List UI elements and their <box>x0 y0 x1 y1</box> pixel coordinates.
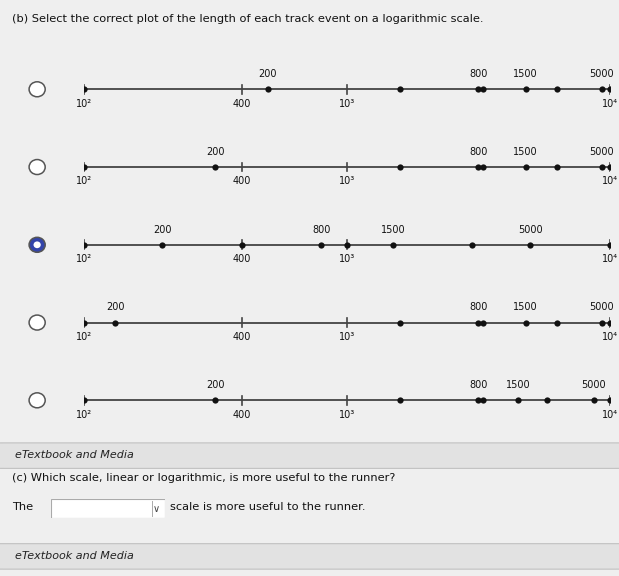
Text: 5000: 5000 <box>518 225 543 234</box>
Text: 400: 400 <box>233 410 251 420</box>
Text: 400: 400 <box>233 176 251 187</box>
Text: 10²: 10² <box>76 410 92 420</box>
Text: 200: 200 <box>206 147 224 157</box>
Text: 5000: 5000 <box>582 380 606 390</box>
Text: 10²: 10² <box>76 176 92 187</box>
Text: 10²: 10² <box>76 254 92 264</box>
Text: (c) Which scale, linear or logarithmic, is more useful to the runner?: (c) Which scale, linear or logarithmic, … <box>12 473 396 483</box>
FancyBboxPatch shape <box>0 443 619 468</box>
Text: 400: 400 <box>233 254 251 264</box>
Text: 1500: 1500 <box>513 69 538 79</box>
Text: eTextbook and Media: eTextbook and Media <box>15 551 134 561</box>
Text: 10²: 10² <box>76 98 92 109</box>
Text: 10⁴: 10⁴ <box>602 98 618 109</box>
Text: 800: 800 <box>469 147 487 157</box>
Text: 1500: 1500 <box>506 380 530 390</box>
Text: 400: 400 <box>233 98 251 109</box>
Text: 10³: 10³ <box>339 332 355 342</box>
Text: 5000: 5000 <box>589 302 614 312</box>
Text: 5000: 5000 <box>589 147 614 157</box>
Text: 10⁴: 10⁴ <box>602 410 618 420</box>
Text: (b) Select the correct plot of the length of each track event on a logarithmic s: (b) Select the correct plot of the lengt… <box>12 14 484 24</box>
Text: 800: 800 <box>469 69 487 79</box>
Text: 800: 800 <box>469 302 487 312</box>
Text: 800: 800 <box>469 380 487 390</box>
Text: 10³: 10³ <box>339 98 355 109</box>
Text: 10³: 10³ <box>339 254 355 264</box>
Text: 200: 200 <box>154 225 171 234</box>
Text: eTextbook and Media: eTextbook and Media <box>15 450 134 460</box>
Text: 10⁴: 10⁴ <box>602 176 618 187</box>
FancyBboxPatch shape <box>51 499 165 518</box>
Text: 200: 200 <box>206 380 224 390</box>
Text: The: The <box>12 502 33 512</box>
Text: 10³: 10³ <box>339 176 355 187</box>
Text: 1500: 1500 <box>513 302 538 312</box>
Text: 800: 800 <box>312 225 331 234</box>
FancyBboxPatch shape <box>0 544 619 569</box>
Text: 200: 200 <box>106 302 124 312</box>
Text: 1500: 1500 <box>381 225 405 234</box>
Text: 5000: 5000 <box>589 69 614 79</box>
Text: 400: 400 <box>233 332 251 342</box>
Text: 10²: 10² <box>76 332 92 342</box>
Text: 200: 200 <box>259 69 277 79</box>
Text: ∨: ∨ <box>152 504 160 514</box>
Text: scale is more useful to the runner.: scale is more useful to the runner. <box>170 502 366 512</box>
Text: 1500: 1500 <box>513 147 538 157</box>
Text: 10⁴: 10⁴ <box>602 332 618 342</box>
Text: 10⁴: 10⁴ <box>602 254 618 264</box>
Text: 10³: 10³ <box>339 410 355 420</box>
